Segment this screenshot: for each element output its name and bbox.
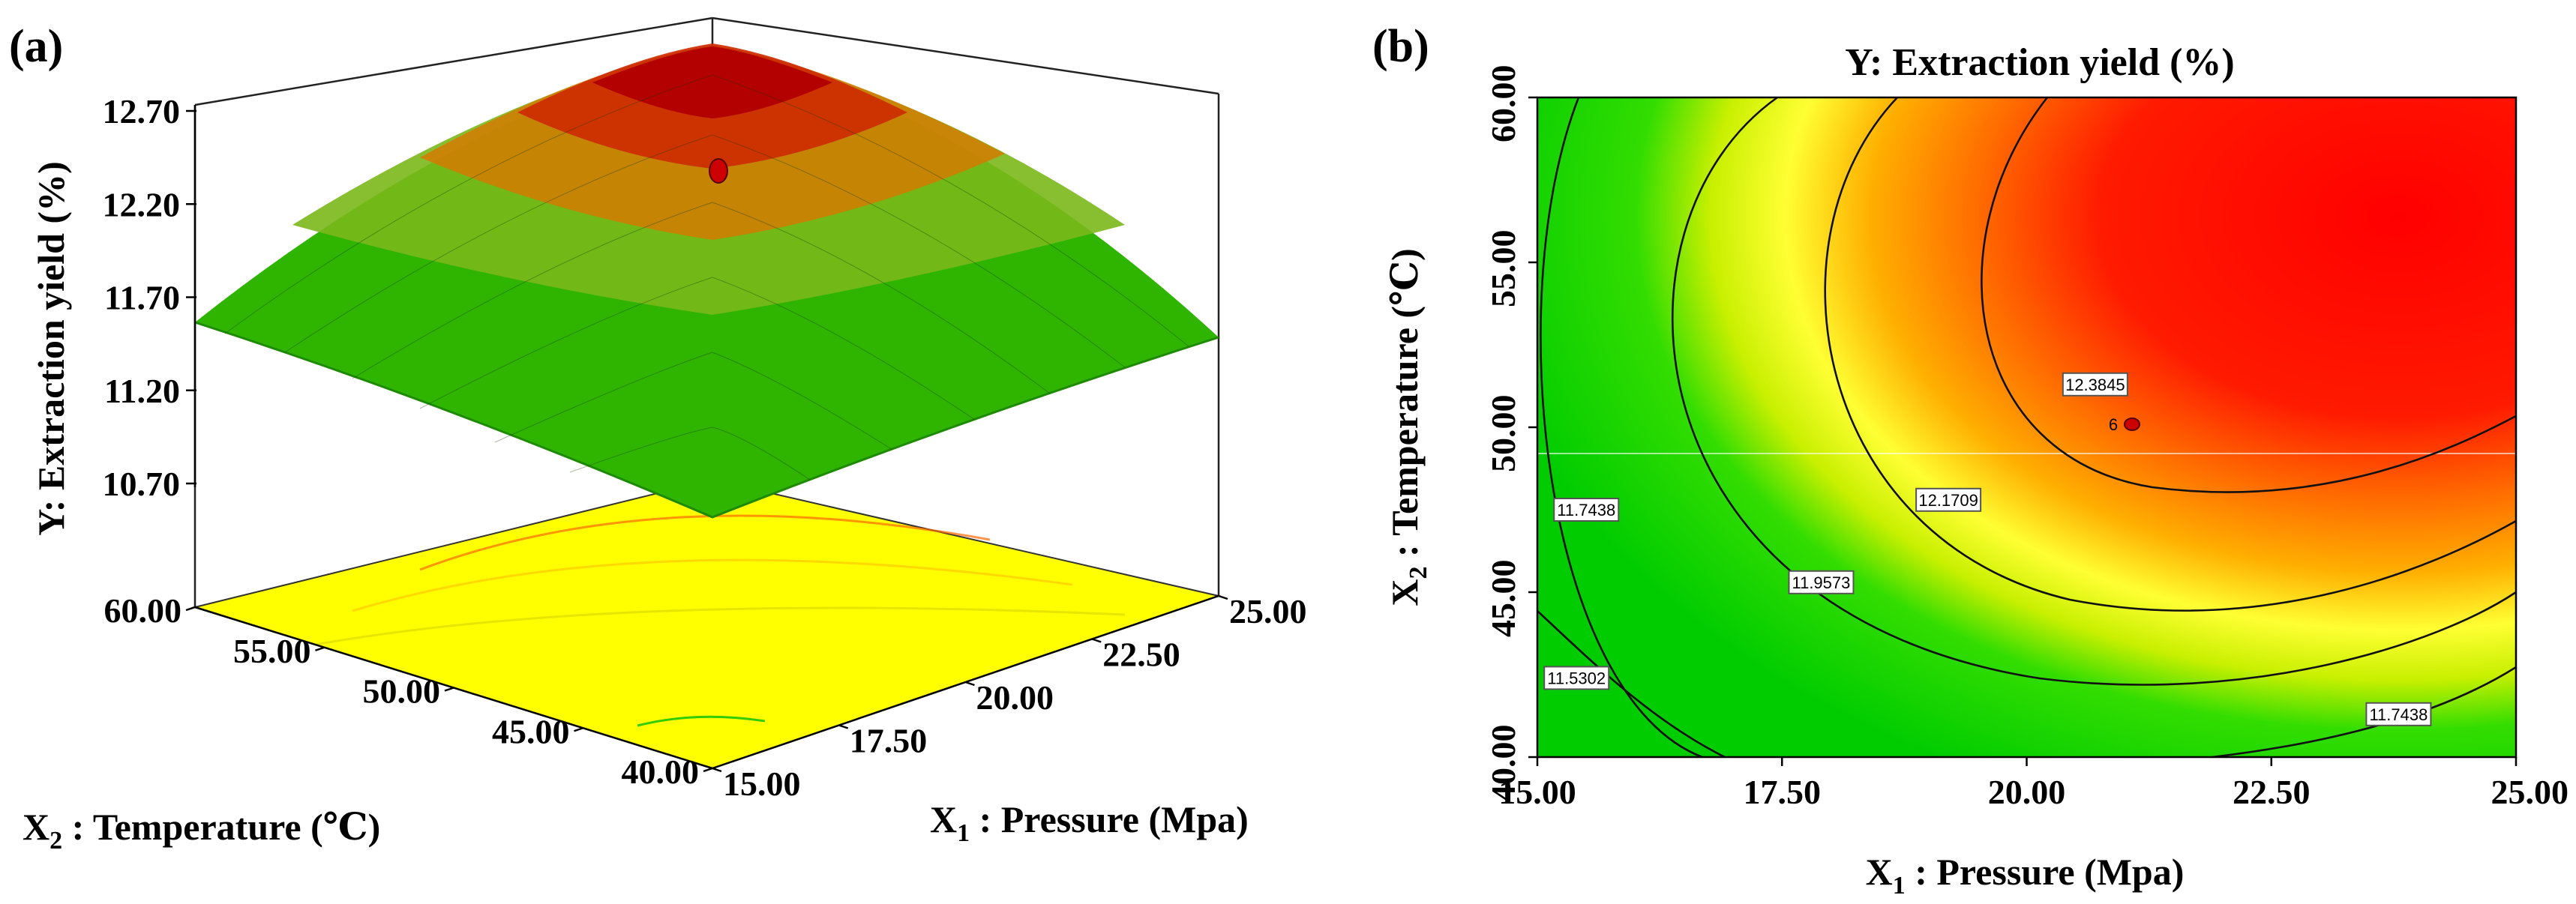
pressure-tick-label: 22.50: [1102, 636, 1180, 674]
temp-axis: 40.00 45.00 50.00 55.00 60.00 X2 : Temperatu…: [22, 591, 713, 855]
design-point-marker: [2124, 418, 2140, 431]
y-tick-label: 55.00: [1484, 230, 1522, 308]
temp-tick-mark: [574, 727, 583, 732]
z-axis-label: Y: Extraction yield (%): [30, 161, 72, 536]
contour-label-box: [2062, 372, 2128, 397]
pressure-tick-label: 15.00: [723, 765, 801, 803]
design-point-marker: [709, 158, 728, 184]
design-point-count: 6: [2109, 415, 2118, 434]
contour-label-box: [1788, 570, 1855, 594]
x-tick-label: 17.50: [1744, 773, 1822, 811]
temp-tick-label: 40.00: [622, 753, 700, 791]
panel-a-label: (a): [9, 21, 63, 72]
temp-ticks: 40.00 45.00 50.00 55.00 60.00: [104, 591, 713, 791]
contour-label-box: [2365, 702, 2432, 726]
pressure-tick-mark: [1218, 594, 1228, 600]
temp-axis-label: X2 : Temperature (℃): [22, 806, 380, 855]
temp-tick-mark: [315, 646, 325, 651]
z-tick-label: 12.20: [103, 185, 181, 223]
temp-tick-label: 60.00: [104, 591, 182, 630]
contour-label: 11.9573: [1792, 573, 1850, 592]
contour-label-box: [1543, 666, 1610, 690]
contour-label: 11.5302: [1547, 669, 1606, 687]
contour-label-box: [1915, 487, 1982, 512]
y-ticks: 40.00 45.00 50.00 55.00 60.00: [1484, 65, 1537, 803]
z-tick-label: 11.20: [104, 372, 180, 410]
panel-a: (a): [9, 16, 1307, 855]
contour-label: 12.1709: [1918, 491, 1978, 510]
floor-contours: [314, 514, 1126, 727]
z-axis: 12.70 12.20 11.70 11.20 10.70 Y: Extraction …: [30, 92, 196, 536]
pressure-tick-mark: [1091, 638, 1102, 643]
pressure-ticks: 15.00 17.50 20.00 22.50 25.00: [712, 592, 1307, 803]
y-tick-label: 50.00: [1484, 395, 1522, 473]
temp-tick-mark: [185, 606, 196, 612]
contour-label: 11.7438: [2369, 705, 2428, 724]
pressure-tick-mark: [712, 767, 722, 773]
temp-tick-mark: [444, 687, 454, 692]
y-tick-label: 40.00: [1484, 725, 1522, 803]
floor-plane: [192, 478, 1222, 770]
pressure-tick-label: 25.00: [1229, 592, 1307, 630]
temp-tick-label: 50.00: [363, 672, 441, 711]
z-tick-label: 10.70: [103, 465, 181, 503]
z-ticks: 12.70 12.20 11.70 11.20 10.70: [103, 92, 196, 503]
z-tick-label: 12.70: [103, 92, 181, 130]
contour-title: Y: Extraction yield (%): [1845, 41, 2234, 84]
contour-label: 11.7438: [1557, 501, 1615, 519]
pressure-tick-mark: [838, 724, 849, 729]
panel-b-label: (b): [1372, 21, 1429, 72]
x-ticks: 15.00 17.50 20.00 22.50 25.00: [1498, 757, 2569, 811]
temp-tick-mark: [703, 767, 713, 773]
temp-tick-label: 45.00: [492, 712, 570, 750]
pressure-tick-label: 20.00: [976, 678, 1054, 717]
contour-label-box: [1553, 498, 1620, 522]
pressure-axis: 15.00 17.50 20.00 22.50 25.00 X1 : Pressure …: [712, 592, 1307, 847]
pressure-tick-mark: [965, 681, 975, 687]
contour-plot-area: [1537, 97, 2516, 757]
panel-b: (b) Y: Extraction yield (%) 12.3845 12.17…: [1372, 21, 2569, 900]
x-tick-label: 20.00: [1988, 773, 2066, 811]
z-tick-label: 11.70: [104, 279, 180, 317]
x-tick-label: 15.00: [1498, 773, 1576, 811]
response-surface: [194, 43, 1219, 519]
contour-label: 12.3845: [2065, 376, 2125, 394]
temp-tick-label: 55.00: [233, 632, 311, 670]
pressure-tick-label: 17.50: [850, 722, 928, 760]
surface-mesh: [224, 74, 1189, 480]
contour-labels: 12.3845 12.1709 11.9573 11.7438 11.5302 11.74…: [1543, 372, 2432, 726]
contour-lines: [1537, 96, 2517, 759]
x-axis-label: X1 : Pressure (Mpa): [1866, 851, 2185, 900]
y-tick-label: 60.00: [1484, 65, 1522, 143]
y-tick-label: 45.00: [1484, 560, 1522, 638]
pressure-axis-label: X1 : Pressure (Mpa): [930, 798, 1249, 847]
y-axis-label: X2 : Temperature (℃): [1384, 248, 1432, 606]
x-tick-label: 25.00: [2491, 773, 2569, 811]
x-tick-label: 22.50: [2233, 773, 2311, 811]
